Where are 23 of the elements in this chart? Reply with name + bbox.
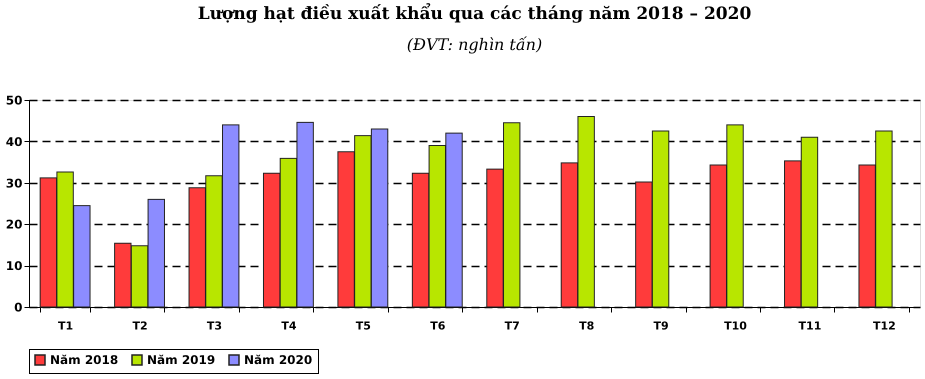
x-tick-label: T1 bbox=[58, 320, 74, 332]
legend-label: Năm 2019 bbox=[147, 353, 216, 367]
y-tick-label: 0 bbox=[14, 300, 22, 314]
x-tick-label: T11 bbox=[798, 320, 822, 332]
x-tick-label: T3 bbox=[206, 320, 222, 332]
legend-label: Năm 2020 bbox=[244, 353, 312, 367]
y-tick-label: 10 bbox=[6, 259, 22, 274]
x-tick-label: T10 bbox=[724, 320, 748, 332]
x-tick-label: T4 bbox=[281, 320, 297, 332]
x-tick-label: T7 bbox=[504, 320, 520, 332]
y-tick-label: 20 bbox=[6, 218, 22, 232]
x-tick-label: T8 bbox=[579, 320, 594, 332]
x-tick-label: T12 bbox=[872, 320, 896, 332]
x-tick-label: T6 bbox=[430, 320, 446, 332]
y-tick-label: 30 bbox=[6, 176, 22, 190]
y-tick-label: 50 bbox=[6, 94, 22, 108]
y-tick-label: 40 bbox=[6, 134, 22, 149]
x-tick-label: T9 bbox=[654, 320, 669, 332]
chart-subtitle: (ĐVT: nghìn tấn) bbox=[406, 35, 542, 54]
x-tick-label: T5 bbox=[356, 320, 371, 332]
x-tick-label: T2 bbox=[132, 320, 148, 332]
legend-label: Năm 2018 bbox=[50, 353, 118, 367]
chart-title: Lượng hạt điều xuất khẩu qua các tháng năm 2018 – 2020 bbox=[198, 3, 752, 24]
